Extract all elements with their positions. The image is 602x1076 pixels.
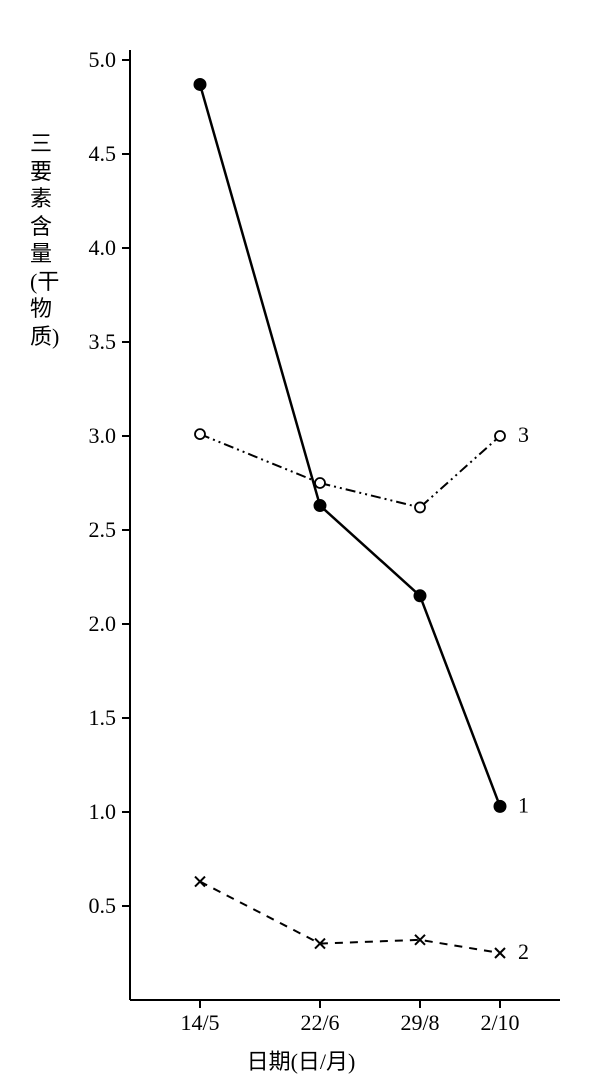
line-chart: 0.5 1.0 1.5 2.0 2.5 3.0 3.5 4.0 4.5 5.0 14/5 22/6 29… bbox=[0, 0, 602, 1069]
x-axis-title: 日期(日/月) bbox=[0, 1044, 602, 1076]
series-line-s3 bbox=[200, 434, 500, 507]
x-tick-label: 22/6 bbox=[300, 1010, 339, 1035]
series-label-s3: 3 bbox=[518, 422, 529, 447]
y-tick-label: 4.5 bbox=[89, 141, 117, 166]
marker-open-circle bbox=[415, 502, 425, 512]
y-tick-label: 3.5 bbox=[89, 329, 117, 354]
chart-container: 三要素含量(干物质) 0.5 1.0 1.5 2.0 2.5 3.0 3.5 4.0 4.5 5.… bbox=[0, 0, 602, 1069]
marker-filled-circle bbox=[494, 800, 506, 812]
y-tick-label: 0.5 bbox=[89, 893, 117, 918]
series-label-s1: 1 bbox=[518, 792, 529, 817]
x-tick-label: 14/5 bbox=[180, 1010, 219, 1035]
y-tick-label: 4.0 bbox=[89, 235, 117, 260]
series-label-s2: 2 bbox=[518, 939, 529, 964]
y-tick-label: 2.5 bbox=[89, 517, 117, 542]
series-line-s1 bbox=[200, 84, 500, 806]
y-tick-label: 1.0 bbox=[89, 799, 117, 824]
x-tick-label: 29/8 bbox=[400, 1010, 439, 1035]
y-tick-label: 5.0 bbox=[89, 47, 117, 72]
y-tick-label: 3.0 bbox=[89, 423, 117, 448]
y-tick-label: 1.5 bbox=[89, 705, 117, 730]
marker-filled-circle bbox=[414, 590, 426, 602]
y-axis-title: 三要素含量(干物质) bbox=[30, 130, 52, 350]
marker-filled-circle bbox=[314, 500, 326, 512]
marker-filled-circle bbox=[194, 78, 206, 90]
marker-open-circle bbox=[495, 431, 505, 441]
marker-open-circle bbox=[195, 429, 205, 439]
x-tick-label: 2/10 bbox=[480, 1010, 519, 1035]
series-line-s2 bbox=[200, 882, 500, 953]
marker-open-circle bbox=[315, 478, 325, 488]
y-tick-label: 2.0 bbox=[89, 611, 117, 636]
